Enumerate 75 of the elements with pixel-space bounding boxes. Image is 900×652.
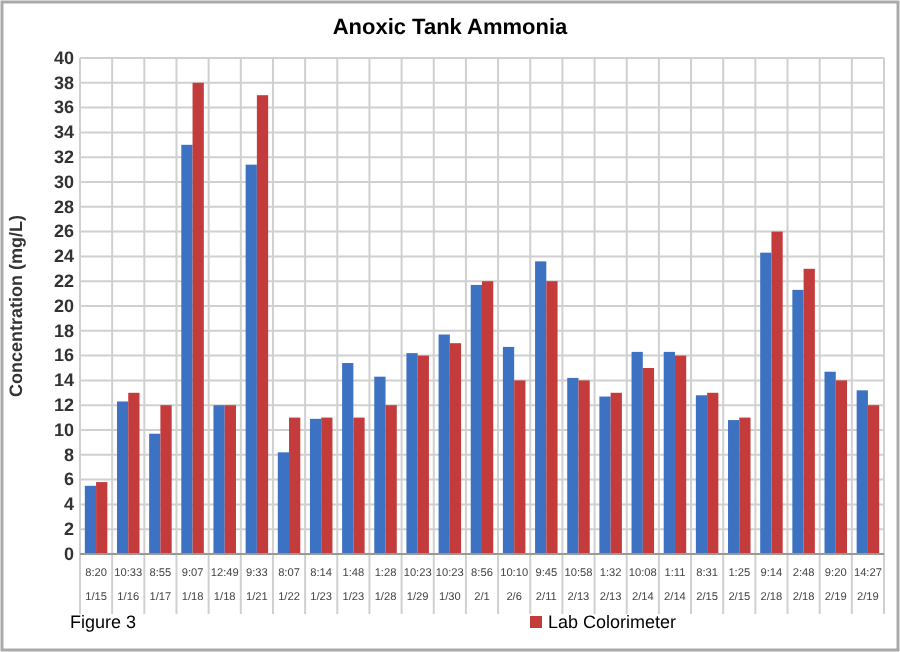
bar <box>599 396 611 554</box>
y-tick-label: 22 <box>53 270 74 291</box>
bar <box>760 252 772 554</box>
bar <box>856 390 868 554</box>
bar <box>803 268 815 554</box>
chart-title: Anoxic Tank Ammonia <box>332 16 570 40</box>
bar <box>213 405 225 554</box>
bar <box>502 346 515 554</box>
bar <box>192 82 204 554</box>
bar <box>224 405 236 554</box>
y-tick-label: 0 <box>63 543 74 564</box>
bar <box>128 392 140 554</box>
bar <box>96 482 108 554</box>
y-tick-label: 2 <box>63 518 74 539</box>
bar <box>707 392 719 554</box>
bar <box>342 363 354 554</box>
bar <box>663 351 675 554</box>
y-tick-label: 30 <box>53 171 74 192</box>
y-tick-label: 28 <box>53 196 74 217</box>
bar <box>417 355 429 554</box>
bar <box>353 417 365 554</box>
y-tick-label: 4 <box>63 494 74 515</box>
bar <box>792 289 804 554</box>
y-tick-label: 18 <box>53 320 74 341</box>
y-tick-label: 10 <box>53 419 74 440</box>
bar <box>824 371 836 554</box>
bar <box>374 376 386 554</box>
bar <box>385 405 397 554</box>
caption: Figure 3 <box>70 612 137 632</box>
y-tick-label: 38 <box>53 72 74 93</box>
bar <box>535 261 547 554</box>
y-tick-label: 14 <box>53 370 74 391</box>
bar <box>84 485 97 554</box>
y-tick-label: 34 <box>53 122 74 143</box>
y-tick-label: 36 <box>53 97 74 118</box>
bar <box>277 452 290 554</box>
bar <box>181 144 193 554</box>
y-axis-title: Concentration (mg/L) <box>6 215 26 397</box>
y-tick-label: 26 <box>53 221 74 242</box>
legend-label: Lab Colorimeter <box>548 612 677 632</box>
bar <box>771 231 783 554</box>
bar <box>642 368 655 554</box>
bar <box>482 281 494 554</box>
bar <box>470 284 482 554</box>
y-tick-label: 32 <box>53 146 74 167</box>
bar <box>578 380 590 554</box>
bar <box>567 377 579 554</box>
bar <box>256 95 269 554</box>
bar <box>728 420 740 554</box>
bar <box>309 418 322 554</box>
bar <box>406 353 418 554</box>
bar <box>695 395 708 554</box>
y-tick-label: 20 <box>53 295 74 316</box>
bar <box>149 433 161 554</box>
bar <box>610 392 622 554</box>
y-tick-label: 8 <box>63 444 74 465</box>
bar <box>160 405 172 554</box>
y-tick-label: 6 <box>63 469 74 490</box>
y-tick-label: 40 <box>53 47 74 68</box>
bar <box>867 405 880 554</box>
bar <box>514 380 526 554</box>
bar <box>289 417 301 554</box>
bar <box>674 355 687 554</box>
bar <box>739 417 751 554</box>
bar <box>116 401 129 554</box>
bar <box>321 417 333 554</box>
bar <box>631 351 643 554</box>
bar <box>546 281 558 554</box>
bar <box>449 343 462 554</box>
bar <box>835 380 848 554</box>
y-tick-label: 24 <box>53 246 74 267</box>
y-tick-label: 16 <box>53 345 74 366</box>
y-tick-label: 12 <box>53 394 74 415</box>
bar <box>438 334 450 554</box>
bar <box>245 164 257 554</box>
